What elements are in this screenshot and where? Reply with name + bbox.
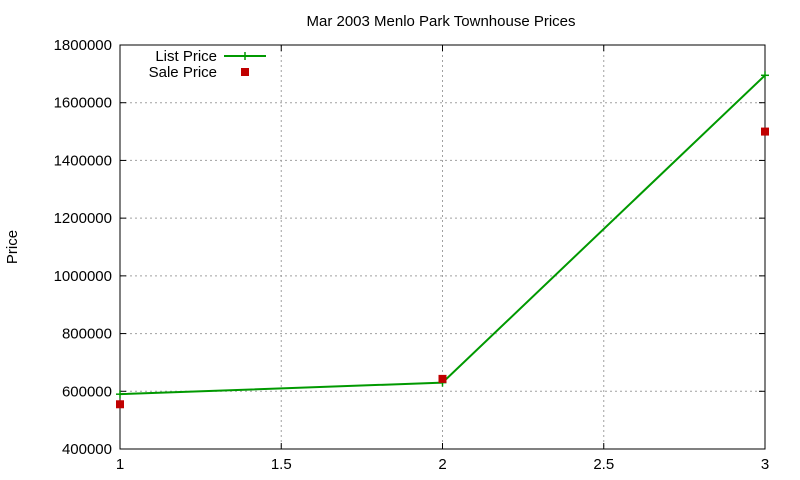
x-tick-label: 3 [761, 456, 769, 473]
y-tick-label: 1600000 [54, 95, 112, 112]
sale-price-point [438, 374, 447, 383]
y-tick-label: 1400000 [54, 152, 112, 169]
x-tick-label: 2 [438, 456, 446, 473]
legend-marker-list-price [241, 52, 249, 60]
x-tick-label: 1.5 [271, 456, 292, 473]
legend-label-list-price: List Price [155, 48, 217, 65]
y-tick-label: 1800000 [54, 37, 112, 54]
chart-title: Mar 2003 Menlo Park Townhouse Prices [306, 13, 575, 30]
x-tick-label: 1 [116, 456, 124, 473]
sale-price-point [116, 400, 124, 409]
grid-lines [120, 45, 765, 449]
list-price-point [761, 71, 769, 80]
y-tick-label: 400000 [62, 441, 112, 458]
x-tick-label: 2.5 [593, 456, 614, 473]
y-tick-label: 600000 [62, 383, 112, 400]
y-tick-label: 1000000 [54, 268, 112, 285]
legend-marker-sale-price [241, 68, 249, 76]
series-layer [116, 71, 769, 409]
y-tick-label: 800000 [62, 326, 112, 343]
legend-label-sale-price: Sale Price [149, 64, 217, 81]
axis-ticks: 1 1.5 2 2.5 3 400000 600000 800000 1000000 120000… [54, 37, 770, 473]
sale-price-point [761, 127, 769, 136]
y-axis-label: Price [4, 230, 21, 264]
y-tick-label: 1200000 [54, 210, 112, 227]
list-price-point [116, 390, 124, 399]
